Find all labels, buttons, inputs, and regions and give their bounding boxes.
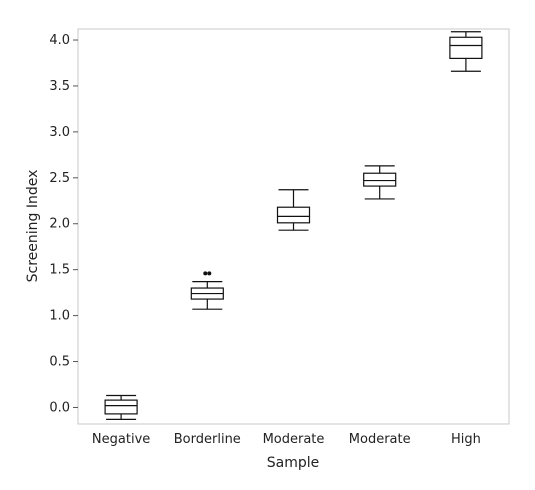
iqr-box [449,36,483,59]
box-1 [104,394,138,421]
box-2 [190,271,224,310]
y-tick-label: 2.0 [49,217,70,232]
iqr-box [276,206,311,224]
y-tick-label: 0.5 [49,355,70,370]
y-tick-label: 3.0 [49,125,70,140]
outlier-point [203,271,208,276]
y-tick-label: 2.5 [49,171,70,186]
x-axis: Negative Borderline Moderate Moderate High [92,432,481,447]
y-tick-label: 1.5 [49,263,70,278]
y-tick-label: 0.0 [49,400,70,415]
y-tick-label: 1.0 [49,309,70,324]
x-tick-label: Moderate [349,432,411,447]
x-tick-label: Borderline [174,432,241,447]
box-3 [276,189,311,231]
y-axis-title: Screening Index [25,170,41,283]
x-tick-label: High [451,432,481,447]
y-tick-label: 3.5 [49,79,70,94]
iqr-box [363,172,397,187]
box-5 [449,31,483,72]
x-axis-title: Sample [267,455,320,471]
outlier-point [207,271,212,276]
boxes-group [104,31,483,421]
x-tick-label: Moderate [263,432,325,447]
box-4 [363,165,397,200]
x-tick-label: Negative [92,432,150,447]
iqr-box [104,399,138,415]
y-axis: 0.0 0.5 1.0 1.5 2.0 2.5 3.0 3.5 4.0 [49,33,78,415]
y-tick-label: 4.0 [49,33,70,48]
